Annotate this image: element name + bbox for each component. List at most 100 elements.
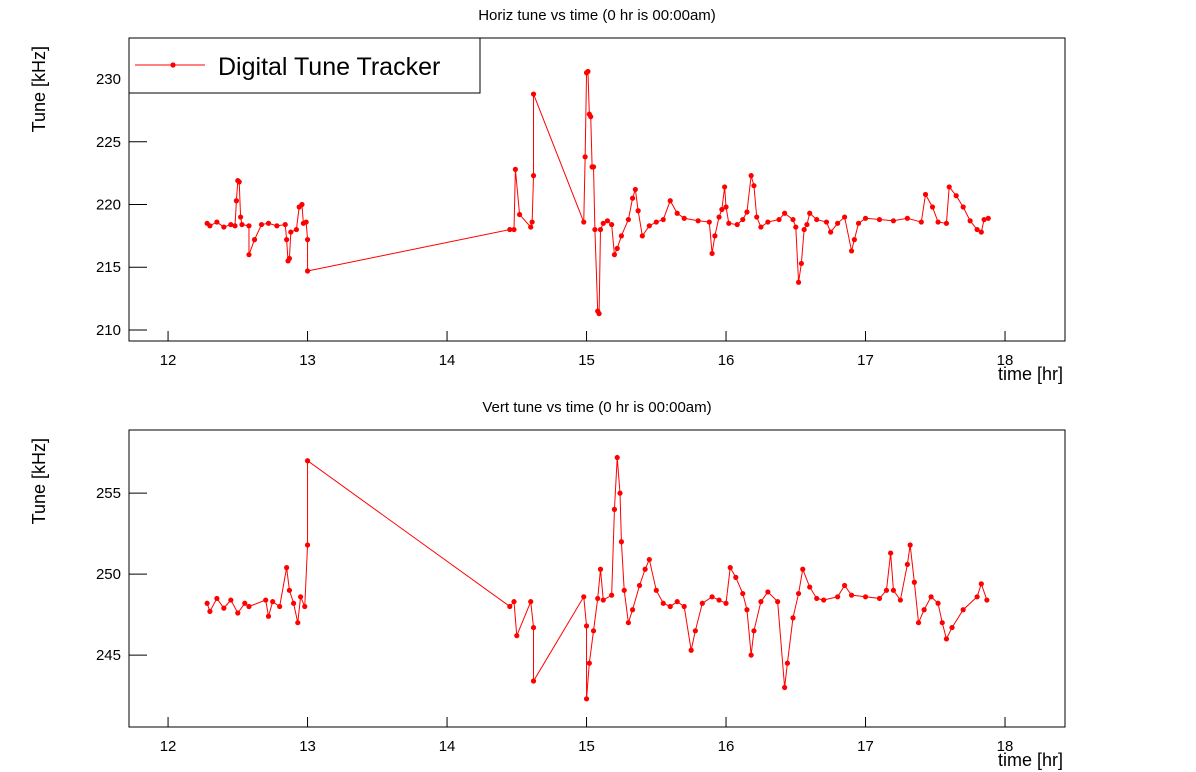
data-point (530, 173, 537, 179)
data-point (974, 226, 980, 233)
data-point (246, 603, 252, 610)
data-point (709, 250, 715, 257)
data-point (706, 219, 712, 225)
data-point (688, 647, 694, 653)
data-point (842, 214, 848, 220)
x-axis-label: time [hr] (998, 364, 1063, 384)
data-point (277, 603, 283, 610)
data-point (586, 660, 592, 666)
data-point (804, 221, 810, 228)
data-point (733, 574, 739, 580)
data-point (581, 594, 587, 600)
data-point (807, 210, 813, 216)
data-point (286, 587, 293, 593)
data-point (288, 229, 294, 235)
data-point (943, 220, 950, 226)
data-point (511, 599, 517, 605)
data-point (660, 216, 666, 223)
data-point (667, 603, 673, 610)
data-point (758, 599, 764, 605)
data-point (614, 245, 620, 252)
x-tick-label: 16 (718, 352, 735, 369)
data-point (890, 587, 897, 593)
data-point (629, 607, 636, 613)
data-point (507, 226, 513, 233)
data-point (621, 587, 627, 593)
data-point (625, 620, 631, 626)
data-point (795, 590, 802, 597)
data-point (635, 208, 641, 214)
x-tick-label: 12 (160, 352, 177, 369)
data-point (907, 542, 913, 548)
data-point (207, 608, 213, 614)
y-tick-label: 255 (96, 485, 121, 502)
y-tick-label: 230 (96, 71, 121, 88)
data-point (636, 582, 643, 589)
series-line (206, 457, 988, 699)
data-point (611, 252, 618, 258)
data-point (581, 219, 587, 225)
data-point (302, 603, 308, 610)
plot-title: Vert tune vs time (0 hr is 00:00am) (482, 399, 711, 416)
data-point (530, 91, 537, 97)
y-tick-label: 210 (96, 322, 121, 339)
data-point (507, 603, 513, 610)
data-point (284, 565, 290, 571)
data-point (692, 628, 698, 634)
data-point (530, 624, 537, 631)
data-point (236, 179, 242, 185)
x-axis-label: time [hr] (998, 750, 1063, 770)
data-point (609, 592, 615, 598)
data-point (967, 218, 973, 224)
data-point (716, 214, 722, 220)
data-point (775, 599, 781, 605)
data-point (758, 224, 764, 230)
data-point (790, 216, 796, 223)
data-point (876, 595, 883, 602)
data-point (528, 599, 534, 605)
data-point (748, 173, 754, 179)
data-point (588, 114, 594, 120)
data-point (904, 215, 910, 221)
data-point (855, 220, 862, 226)
data-point (862, 215, 869, 221)
data-point (681, 603, 687, 610)
data-point (883, 587, 890, 593)
data-point (618, 539, 625, 545)
data-point (286, 255, 293, 262)
data-point (592, 226, 598, 233)
data-point (214, 219, 220, 225)
data-point (776, 216, 782, 223)
data-point (709, 594, 715, 600)
data-point (835, 594, 841, 600)
series-line (206, 70, 989, 316)
data-point (821, 597, 827, 603)
data-point (782, 210, 788, 216)
data-point (617, 490, 623, 496)
data-point (793, 224, 799, 230)
data-point (960, 204, 966, 210)
data-point (304, 237, 311, 243)
data-point (960, 607, 966, 613)
data-point (674, 210, 680, 216)
data-point (888, 550, 894, 556)
x-tick-label: 16 (718, 738, 735, 755)
data-point (782, 684, 788, 691)
data-point (596, 311, 602, 317)
data-point (723, 600, 729, 606)
data-point (740, 590, 746, 597)
data-point (214, 595, 220, 602)
data-point (754, 214, 760, 220)
data-point (978, 229, 984, 235)
data-point (716, 597, 722, 603)
data-point (939, 620, 945, 626)
plot-frame (128, 37, 1066, 342)
data-point (221, 224, 227, 230)
data-point (918, 219, 924, 225)
data-point (851, 237, 857, 243)
data-point (265, 220, 272, 226)
data-point (928, 594, 934, 600)
data-point (263, 597, 269, 603)
x-tick-label: 13 (299, 352, 316, 369)
